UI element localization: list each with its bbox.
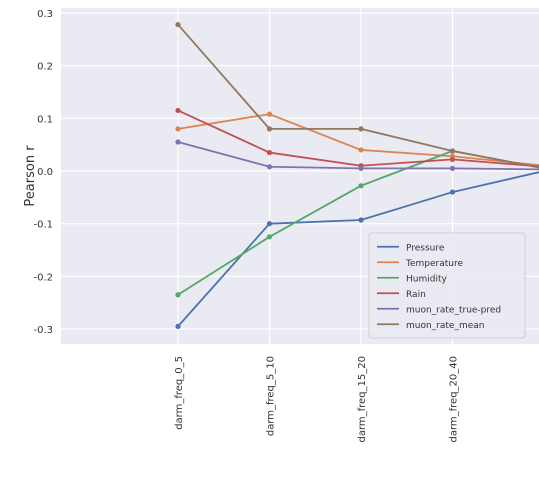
legend-label: Rain bbox=[406, 290, 426, 300]
legend-label: muon_rate_true-pred bbox=[406, 305, 501, 315]
series-group bbox=[175, 21, 539, 169]
x-tick-label: darm_freq_5_10 bbox=[266, 356, 277, 436]
y-axis-ticks: -0.3 -0.2 -0.1 0.0 0.1 0.2 0.3 bbox=[33, 9, 53, 336]
data-point bbox=[449, 189, 456, 195]
data-point bbox=[358, 183, 364, 189]
data-point bbox=[449, 148, 456, 154]
y-tick-label: 0.2 bbox=[37, 62, 53, 73]
legend-label: muon_rate_mean bbox=[406, 321, 485, 331]
data-point bbox=[266, 149, 273, 156]
data-point bbox=[358, 165, 364, 171]
data-point bbox=[175, 21, 181, 28]
y-tick-label: 0.0 bbox=[37, 167, 53, 178]
y-tick-label: 0.3 bbox=[37, 9, 53, 20]
legend-box bbox=[368, 232, 526, 339]
data-point bbox=[266, 126, 273, 132]
data-point bbox=[175, 139, 181, 145]
y-tick-label: -0.1 bbox=[33, 220, 53, 231]
data-point bbox=[175, 292, 181, 298]
series-group bbox=[175, 139, 539, 171]
x-axis-ticks: darm_freq_0_5 darm_freq_5_10 darm_freq_15_… bbox=[174, 356, 460, 443]
data-point bbox=[266, 234, 273, 240]
y-tick-label: -0.3 bbox=[33, 325, 53, 336]
x-tick-label: darm_freq_0_5 bbox=[174, 356, 185, 430]
series-lines bbox=[175, 21, 539, 329]
data-point bbox=[449, 165, 456, 171]
legend-label: Temperature bbox=[405, 259, 463, 269]
y-axis-label: Pearson r bbox=[23, 145, 38, 207]
legend-label: Humidity bbox=[406, 274, 447, 284]
data-point bbox=[266, 111, 273, 117]
data-point bbox=[266, 221, 273, 227]
y-tick-label: -0.2 bbox=[33, 272, 53, 283]
x-tick-label: darm_freq_20_40 bbox=[449, 356, 460, 443]
series-group bbox=[175, 171, 539, 329]
data-point bbox=[358, 147, 364, 153]
data-point bbox=[175, 323, 181, 329]
series-group bbox=[175, 111, 539, 167]
data-point bbox=[449, 156, 456, 163]
x-tick-label: darm_freq_15_20 bbox=[357, 356, 368, 443]
data-point bbox=[175, 107, 181, 114]
legend: Pressure Temperature Humidity Rain muon_rate… bbox=[368, 232, 526, 339]
data-point bbox=[266, 164, 273, 170]
data-point bbox=[358, 126, 364, 132]
legend-label: Pressure bbox=[406, 243, 445, 253]
data-point bbox=[358, 217, 364, 223]
y-tick-label: 0.1 bbox=[37, 114, 53, 125]
data-point bbox=[175, 126, 181, 132]
